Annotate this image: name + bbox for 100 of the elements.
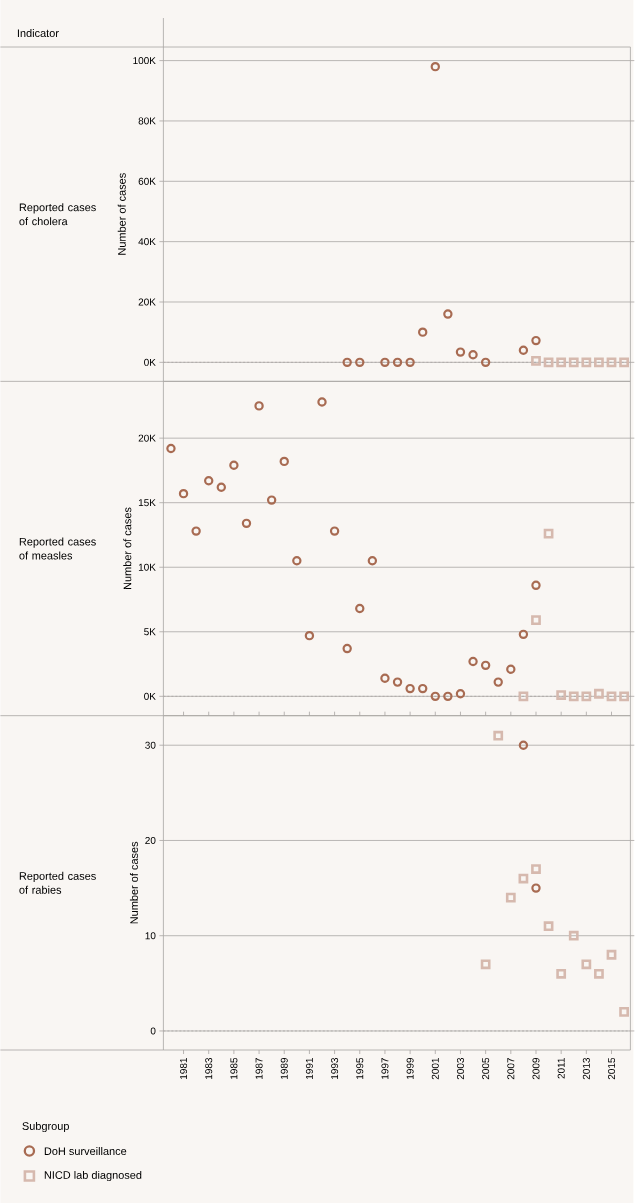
y-tick-label: 20 [145, 836, 156, 844]
point [178, 488, 189, 499]
point [556, 357, 567, 368]
point [518, 691, 529, 702]
point [267, 495, 277, 505]
point [292, 556, 302, 566]
x-tick-label: 2013 [582, 1057, 590, 1080]
point [418, 327, 428, 337]
point [405, 357, 415, 368]
y-tick-label: 0K [144, 692, 156, 700]
y-tick-label: 0 [150, 1027, 156, 1035]
y-tick-label: 100K [133, 57, 156, 65]
point [392, 677, 403, 687]
x-tick-label: 1985 [230, 1057, 238, 1079]
x-tick-label: 1987 [255, 1058, 263, 1079]
point [581, 357, 592, 368]
point [493, 677, 504, 687]
y-axis-title: Number of cases [117, 173, 126, 255]
x-tick-label: 2011 [557, 1058, 565, 1079]
text: Reported cases of cholera [19, 203, 96, 226]
point [455, 347, 466, 357]
point [531, 615, 541, 626]
point [191, 526, 201, 536]
x-tick-label: 2015 [608, 1057, 616, 1080]
x-tick-label: 2005 [482, 1057, 490, 1080]
point [392, 357, 403, 368]
y-axis-title: Number of cases [130, 841, 139, 924]
point [556, 690, 567, 700]
point [619, 1007, 630, 1017]
point [304, 630, 315, 641]
point [455, 689, 466, 699]
y-tick-label: 40K [138, 238, 156, 246]
x-tick-label: 1999 [406, 1058, 414, 1079]
text: Reported cases of rabies [19, 871, 96, 894]
x-tick-label: 2007 [507, 1058, 515, 1080]
point [443, 691, 453, 702]
x-tick-label: 2001 [431, 1058, 439, 1080]
y-tick-label: 20K [138, 298, 156, 306]
legend-label: DoH surveillance [44, 1146, 127, 1156]
x-tick-label: 2003 [457, 1057, 465, 1080]
point [518, 345, 529, 355]
x-tick-label: 1991 [306, 1058, 314, 1079]
point [216, 482, 227, 492]
x-tick-label: 1993 [331, 1057, 339, 1079]
point [367, 556, 378, 566]
point [355, 603, 365, 614]
point [594, 688, 604, 699]
point [556, 968, 567, 979]
point [619, 691, 630, 702]
x-tick-label: 1983 [205, 1057, 213, 1079]
point [380, 357, 390, 368]
point [279, 456, 290, 467]
point [355, 357, 365, 368]
point [606, 691, 617, 702]
point [443, 309, 453, 319]
y-tick-label: 30 [145, 741, 156, 749]
y-tick-label: 0K [144, 358, 156, 366]
point [481, 660, 491, 671]
point [204, 476, 214, 486]
y-tick-label: 80K [138, 117, 156, 125]
point [619, 357, 630, 368]
point [330, 526, 340, 536]
point [418, 683, 428, 694]
x-tick-label: 1995 [356, 1057, 364, 1079]
point [506, 664, 516, 674]
point [594, 357, 604, 368]
point [430, 61, 441, 72]
y-axis-title: Number of cases [123, 507, 132, 590]
x-tick-label: 1989 [280, 1058, 288, 1079]
point [568, 930, 579, 941]
point [506, 892, 516, 903]
legend-label: NICD lab diagnosed [44, 1170, 142, 1182]
point [581, 691, 592, 702]
legend-title: Subgroup [22, 1121, 70, 1133]
point [543, 357, 554, 368]
text: Indicator [18, 29, 59, 38]
point [405, 683, 415, 694]
point [518, 740, 529, 750]
point [380, 673, 390, 683]
y-tick-label: 5K [144, 628, 156, 636]
point [518, 629, 529, 640]
point [468, 656, 478, 667]
point [568, 357, 579, 368]
point [342, 357, 352, 368]
point [531, 355, 541, 366]
point [480, 959, 491, 970]
point [606, 357, 617, 368]
x-tick-label: 2009 [532, 1058, 540, 1080]
point [241, 518, 252, 529]
point [543, 528, 554, 539]
point [342, 643, 352, 654]
point [254, 401, 264, 411]
point [581, 959, 592, 970]
point [166, 443, 176, 454]
point [481, 357, 491, 368]
y-tick-label: 15K [139, 499, 156, 507]
point [430, 691, 441, 702]
y-tick-label: 20K [138, 434, 156, 442]
point [531, 335, 541, 346]
point [568, 691, 579, 702]
